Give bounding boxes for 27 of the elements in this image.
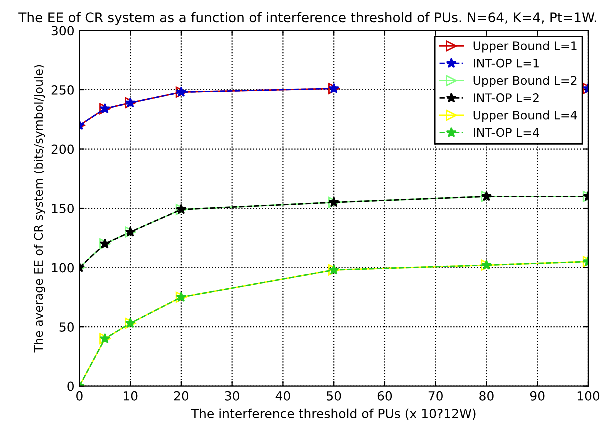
y-tick-label: 0 xyxy=(68,382,74,392)
x-tick-label: 0 xyxy=(76,391,83,401)
x-tick-label: 40 xyxy=(276,391,290,401)
x-tick-label: 20 xyxy=(174,391,189,401)
x-tick-label: 50 xyxy=(327,391,342,401)
x-axis-title: The interference threshold of PUs (x 10?12W) xyxy=(191,408,476,420)
y-tick-label: 250 xyxy=(52,85,74,95)
chart-title: The EE of CR system as a function of interference threshold of PUs. N=64, K=4, Pt=1W. xyxy=(18,12,596,26)
y-tick-label: 150 xyxy=(52,204,74,214)
legend-label: Upper Bound L=2 xyxy=(474,76,577,88)
x-tick-label: 80 xyxy=(480,391,494,401)
y-tick-label: 200 xyxy=(52,144,74,154)
y-axis-title: The average EE of CR system (bits/symbol/Joule) xyxy=(34,65,46,353)
legend-label: INT-OP L=1 xyxy=(474,58,539,68)
legend-label: Upper Bound L=4 xyxy=(474,110,578,122)
x-tick-label: 60 xyxy=(378,391,392,401)
x-tick-label: 70 xyxy=(428,391,443,401)
x-tick-label: 10 xyxy=(124,391,138,401)
legend-label: Upper Bound L=1 xyxy=(474,41,577,53)
legend-label: INT-OP L=4 xyxy=(474,128,540,138)
x-tick-label: 30 xyxy=(225,391,240,401)
legend-label: INT-OP L=2 xyxy=(474,94,539,102)
y-tick-label: 100 xyxy=(52,263,74,273)
y-tick-label: 50 xyxy=(60,322,74,332)
x-tick-label: 90 xyxy=(530,391,545,401)
x-tick-label: 100 xyxy=(578,391,600,401)
y-tick-label: 300 xyxy=(52,26,74,36)
